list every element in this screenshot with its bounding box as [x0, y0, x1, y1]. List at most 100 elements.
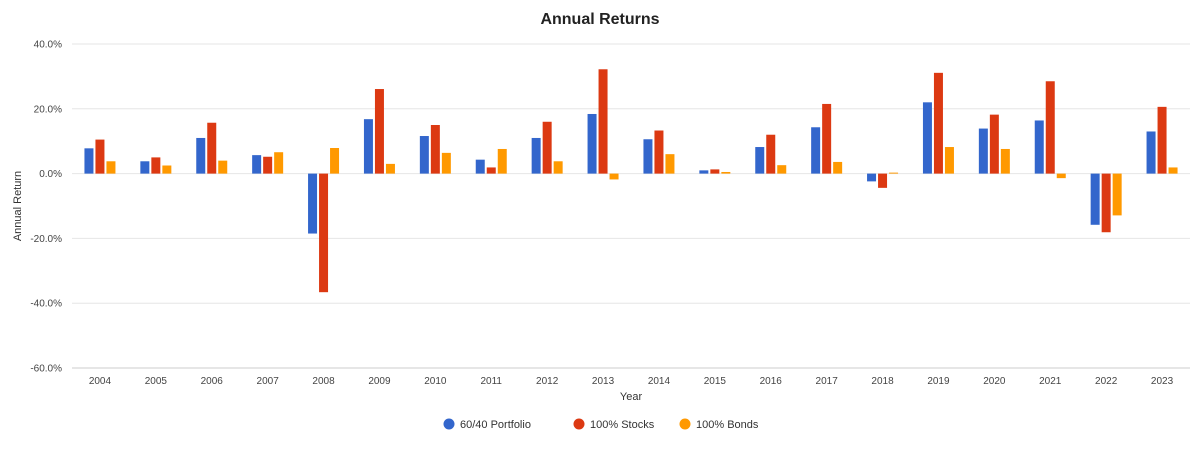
bar[interactable] — [196, 137, 206, 174]
bar[interactable] — [475, 159, 485, 174]
bar[interactable] — [643, 139, 653, 174]
bar[interactable] — [1000, 148, 1010, 174]
y-axis-title: Annual Return — [12, 171, 24, 241]
x-tick-label: 2006 — [201, 376, 224, 387]
legend-label: 100% Bonds — [696, 419, 759, 431]
legend: 60/40 Portfolio 100% Stocks 100% Bonds — [443, 418, 759, 432]
x-tick-label: 2007 — [257, 376, 280, 387]
bar[interactable] — [665, 154, 675, 174]
x-tick-label: 2011 — [480, 376, 502, 387]
bar[interactable] — [363, 119, 373, 174]
bar[interactable] — [933, 72, 943, 174]
y-tick-label: 20.0% — [34, 104, 62, 115]
bar[interactable] — [1056, 173, 1066, 179]
bar[interactable] — [833, 161, 843, 174]
x-tick-label: 2015 — [704, 376, 727, 387]
gridlines — [72, 43, 1190, 369]
bar[interactable] — [553, 161, 563, 174]
bar[interactable] — [922, 102, 932, 174]
x-tick-label: 2018 — [871, 376, 894, 387]
bar[interactable] — [1045, 81, 1055, 174]
legend-item[interactable]: 60/40 Portfolio — [443, 418, 531, 432]
bar[interactable] — [978, 128, 988, 174]
bar[interactable] — [1034, 120, 1044, 174]
bar[interactable] — [252, 155, 262, 174]
chart-title: Annual Returns — [540, 11, 659, 28]
bar[interactable] — [497, 148, 507, 174]
bar[interactable] — [374, 89, 384, 174]
x-tick-label: 2017 — [816, 376, 839, 387]
bar[interactable] — [419, 136, 429, 174]
bar[interactable] — [1157, 106, 1167, 174]
legend-marker — [679, 418, 691, 430]
bar[interactable] — [274, 152, 284, 174]
bar[interactable] — [319, 173, 329, 293]
legend-label: 100% Stocks — [590, 419, 655, 431]
bar[interactable] — [654, 130, 664, 174]
bar[interactable] — [385, 163, 395, 174]
bar[interactable] — [263, 156, 273, 174]
bar[interactable] — [944, 147, 954, 174]
bar[interactable] — [766, 134, 776, 174]
x-tick-label: 2012 — [536, 376, 559, 387]
bar[interactable] — [207, 122, 217, 174]
bar[interactable] — [710, 169, 720, 174]
bar[interactable] — [151, 157, 161, 174]
x-axis-title: Year — [620, 391, 643, 403]
bar[interactable] — [330, 148, 340, 174]
x-tick-label: 2022 — [1095, 376, 1118, 387]
bar[interactable] — [486, 167, 496, 174]
bar[interactable] — [1146, 131, 1156, 174]
bar[interactable] — [989, 114, 999, 174]
bar[interactable] — [106, 161, 116, 174]
x-tick-label: 2021 — [1039, 376, 1062, 387]
x-tick-label: 2009 — [368, 376, 391, 387]
bar[interactable] — [721, 171, 731, 174]
x-tick-label: 2020 — [983, 376, 1006, 387]
y-axis-ticks: 40.0% 20.0% 0.0% -20.0% -40.0% -60.0% — [30, 40, 62, 375]
legend-item[interactable]: 100% Bonds — [679, 418, 759, 432]
bar[interactable] — [699, 170, 709, 174]
legend-marker — [573, 418, 585, 430]
y-tick-label: -40.0% — [30, 299, 62, 310]
legend-label: 60/40 Portfolio — [460, 419, 531, 431]
y-tick-label: 40.0% — [34, 40, 62, 51]
bar[interactable] — [95, 139, 105, 174]
bar[interactable] — [822, 103, 832, 174]
bar[interactable] — [140, 161, 150, 174]
bar[interactable] — [755, 147, 765, 174]
x-tick-label: 2019 — [927, 376, 950, 387]
bar[interactable] — [1090, 173, 1100, 225]
bar[interactable] — [441, 152, 451, 174]
bar[interactable] — [609, 173, 619, 180]
x-tick-label: 2010 — [424, 376, 447, 387]
y-tick-label: 0.0% — [39, 169, 62, 180]
bar[interactable] — [430, 125, 440, 174]
bar[interactable] — [587, 113, 597, 174]
bar[interactable] — [878, 173, 888, 188]
bar[interactable] — [162, 165, 172, 174]
bar[interactable] — [308, 173, 318, 234]
legend-marker — [443, 418, 455, 430]
y-tick-label: -60.0% — [30, 364, 62, 375]
bar[interactable] — [1101, 173, 1111, 233]
x-tick-label: 2004 — [89, 376, 112, 387]
x-axis-ticks: 2004 2005 2006 2007 2008 2009 2010 2011 2012 2013… — [89, 376, 1174, 387]
x-tick-label: 2013 — [592, 376, 615, 387]
bar[interactable] — [1112, 173, 1122, 216]
x-tick-label: 2023 — [1151, 376, 1174, 387]
bar[interactable] — [84, 148, 94, 174]
bar[interactable] — [811, 127, 821, 174]
bar[interactable] — [531, 137, 541, 174]
x-tick-label: 2016 — [760, 376, 783, 387]
bar[interactable] — [867, 173, 877, 182]
legend-item[interactable]: 100% Stocks — [573, 418, 655, 432]
bar[interactable] — [542, 121, 552, 174]
bar[interactable] — [1168, 167, 1178, 174]
bar[interactable] — [777, 165, 787, 174]
bar[interactable] — [598, 69, 608, 174]
bar[interactable] — [889, 172, 899, 174]
bar[interactable] — [218, 160, 228, 174]
